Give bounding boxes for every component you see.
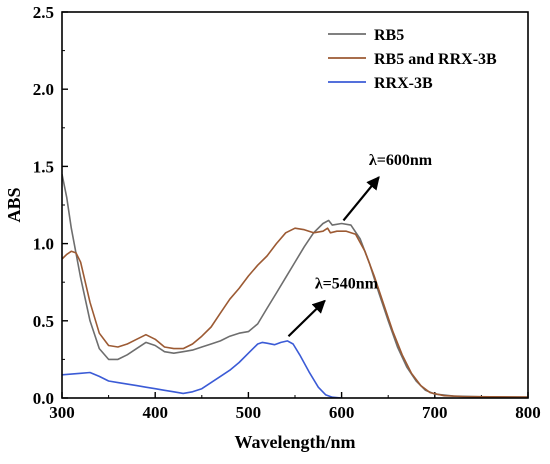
series-line-rb5-and-rrx-3b: [62, 227, 528, 398]
x-tick-label: 400: [142, 403, 168, 422]
x-tick-label: 300: [49, 403, 75, 422]
annotation-label: λ=540nm: [315, 276, 379, 293]
series-line-rb5: [62, 173, 528, 398]
x-axis-label: Wavelength/nm: [234, 432, 355, 452]
annotation-label: λ=600nm: [369, 152, 433, 169]
y-tick-label: 1.0: [33, 235, 54, 254]
y-tick-label: 2.5: [33, 3, 54, 22]
legend-label-rb5: RB5: [374, 27, 404, 44]
y-tick-label: 2.0: [33, 80, 54, 99]
x-tick-label: 700: [422, 403, 448, 422]
y-axis-label: ABS: [4, 187, 24, 222]
annotation-arrow: [287, 299, 326, 338]
y-tick-label: 1.5: [33, 157, 54, 176]
x-tick-label: 500: [236, 403, 262, 422]
legend: RB5 RB5 and RRX-3B RRX-3B: [328, 27, 497, 92]
legend-label-rrx-3b: RRX-3B: [374, 75, 433, 92]
annotation-arrow: [342, 176, 380, 222]
y-tick-label: 0.5: [33, 312, 54, 331]
series-line-rrx-3b: [62, 340, 342, 398]
x-tick-label: 600: [329, 403, 355, 422]
plot-frame: [61, 11, 529, 399]
y-tick-label: 0.0: [33, 389, 54, 408]
legend-label-rb5-and-rrx-3b: RB5 and RRX-3B: [374, 51, 497, 68]
x-tick-label: 800: [515, 403, 541, 422]
